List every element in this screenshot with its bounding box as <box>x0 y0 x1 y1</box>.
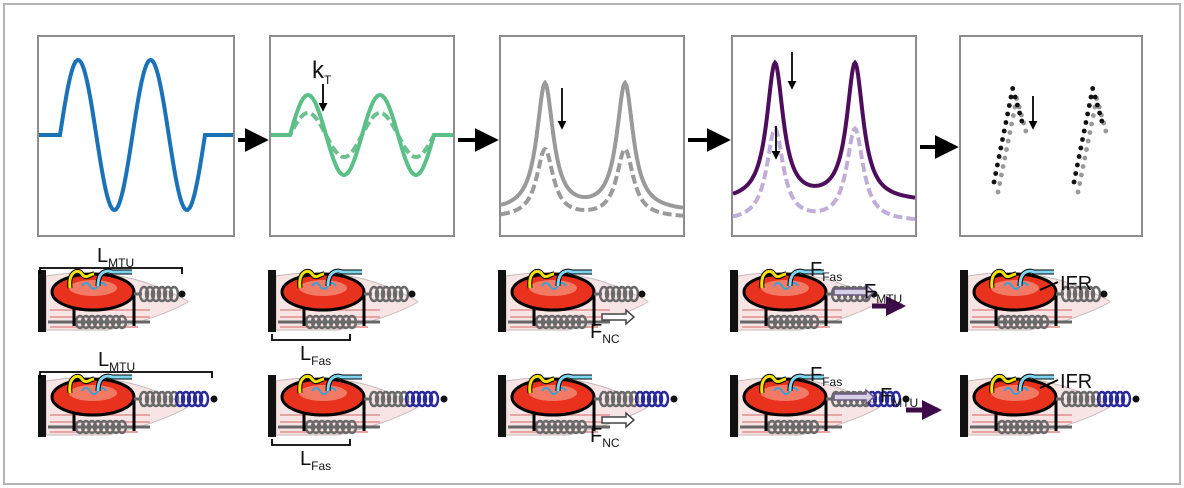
ifr-label: IFR <box>1060 273 1092 295</box>
curves <box>39 57 1109 221</box>
l-mtu-label: LMTU <box>98 349 135 374</box>
kt-label: kT <box>312 57 332 87</box>
curve <box>732 59 916 200</box>
curve <box>39 57 233 213</box>
curve <box>732 125 915 221</box>
frame <box>3 3 1181 485</box>
muscle <box>38 270 188 332</box>
curve <box>271 92 453 178</box>
muscle <box>268 270 418 332</box>
flow-arrows <box>238 128 959 159</box>
f-nc-label: FNC <box>590 425 620 450</box>
muscle-schematics <box>38 270 1140 437</box>
f-fas-label: FFas <box>810 364 842 389</box>
muscle <box>498 270 648 332</box>
f-fas-label: FFas <box>810 259 842 284</box>
down-arrows <box>318 52 1038 160</box>
ifr-label: IFR <box>1060 371 1092 393</box>
panel-boxes <box>37 35 1143 237</box>
l-mtu-label: LMTU <box>97 245 134 270</box>
f-mtu-label: FMTU <box>864 281 902 306</box>
muscle <box>960 375 1140 437</box>
curve <box>500 146 684 218</box>
muscle <box>960 270 1110 332</box>
annotations <box>39 267 1059 446</box>
l-fas-label: LFas <box>300 448 331 473</box>
f-nc-label: FNC <box>590 321 620 346</box>
muscle <box>498 375 678 437</box>
l-fas-label: LFas <box>300 343 331 368</box>
f-mtu-label: FMTU <box>880 385 918 410</box>
muscle <box>730 375 910 437</box>
muscle <box>730 270 880 332</box>
muscle <box>268 375 448 437</box>
muscle <box>38 375 218 437</box>
curve <box>500 79 684 210</box>
force-arrows <box>601 283 942 429</box>
